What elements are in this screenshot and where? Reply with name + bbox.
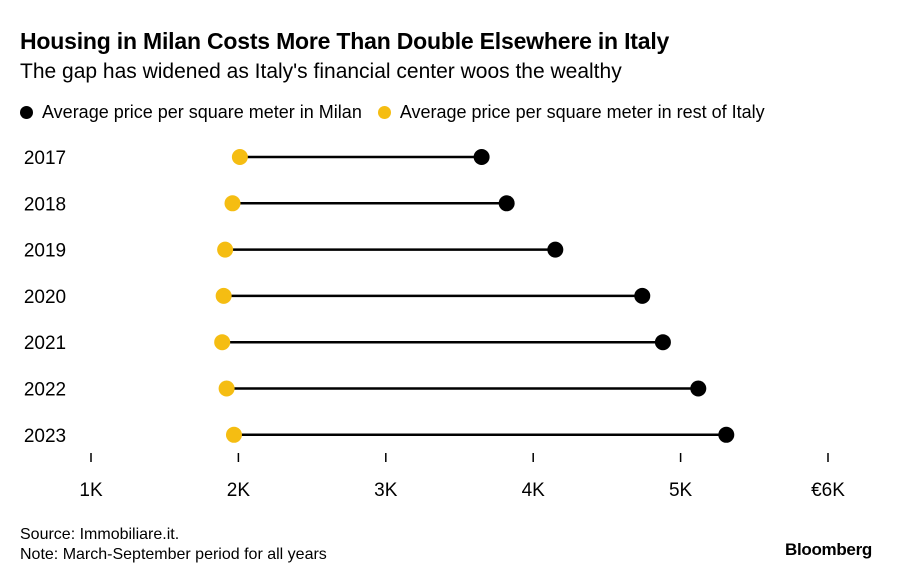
legend-label-milan: Average price per square meter in Milan xyxy=(42,102,362,122)
x-tick-label-4000: 4K xyxy=(522,480,546,501)
legend-swatch-rest xyxy=(377,106,391,119)
year-label-2021: 2021 xyxy=(24,333,66,354)
legend-item-rest: Average price per square meter in rest o… xyxy=(377,102,765,123)
x-tick-label-6000: €6K xyxy=(811,480,845,501)
x-tick-label-2000: 2K xyxy=(227,480,251,501)
rest-of-italy-point-2023 xyxy=(225,426,242,443)
rest-of-italy-point-2017 xyxy=(231,149,248,165)
legend-item-milan: Average price per square meter in Milan xyxy=(20,102,362,123)
x-tick-label-5000: 5K xyxy=(669,480,693,501)
milan-point-2023 xyxy=(718,426,735,443)
milan-point-2019 xyxy=(547,241,564,258)
x-tick-label-1000: 1K xyxy=(79,480,103,501)
milan-point-2018 xyxy=(498,195,515,212)
chart-subtitle: The gap has widened as Italy's financial… xyxy=(20,60,622,83)
year-label-2023: 2023 xyxy=(24,426,66,447)
bloomberg-logo: Bloomberg xyxy=(784,540,872,559)
legend-swatch-milan xyxy=(20,106,33,119)
milan-point-2017 xyxy=(473,149,490,165)
source-note: Source: Immobiliare.it. xyxy=(20,526,180,543)
year-label-2019: 2019 xyxy=(24,241,66,262)
year-label-2018: 2018 xyxy=(24,194,66,215)
rest-of-italy-point-2018 xyxy=(224,195,241,212)
x-tick-label-3000: 3K xyxy=(374,480,398,501)
legend-label-rest: Average price per square meter in rest o… xyxy=(399,102,765,122)
milan-point-2022 xyxy=(690,380,707,397)
rest-of-italy-point-2019 xyxy=(217,241,234,258)
milan-point-2020 xyxy=(634,287,651,304)
rest-of-italy-point-2020 xyxy=(215,287,232,304)
period-note: Note: March-September period for all yea… xyxy=(20,546,327,563)
rest-of-italy-point-2022 xyxy=(218,380,235,397)
year-label-2022: 2022 xyxy=(24,380,66,401)
milan-point-2021 xyxy=(654,334,671,351)
chart-title: Housing in Milan Costs More Than Double … xyxy=(20,28,670,54)
year-label-2020: 2020 xyxy=(24,287,66,308)
legend: Average price per square meter in Milan … xyxy=(20,102,781,123)
rest-of-italy-point-2021 xyxy=(214,334,231,351)
year-label-2017: 2017 xyxy=(24,148,66,169)
